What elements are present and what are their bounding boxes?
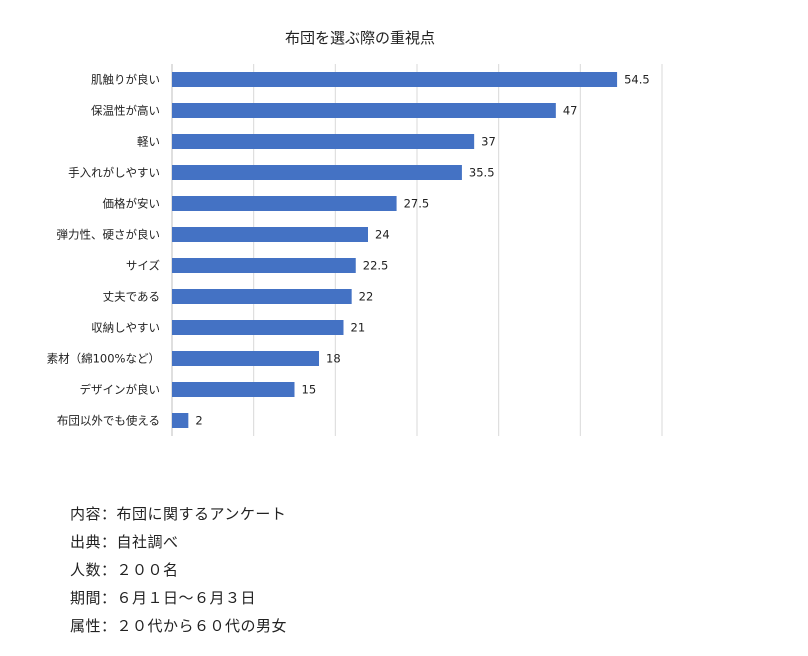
data-label: 21 — [351, 321, 366, 335]
note-period: 期間：６月１日～６月３日 — [70, 589, 257, 607]
bar — [172, 227, 368, 242]
note-content: 内容：布団に関するアンケート — [70, 505, 287, 523]
category-label: デザインが良い — [80, 383, 161, 397]
category-label: 弾力性、硬さが良い — [57, 228, 161, 242]
data-label: 54.5 — [624, 73, 650, 87]
data-label: 47 — [563, 104, 578, 118]
bar — [172, 196, 397, 211]
category-label: 軽い — [137, 135, 160, 149]
bar — [172, 289, 352, 304]
category-label: 素材（綿100%など） — [47, 352, 160, 366]
bar — [172, 103, 556, 118]
data-label: 37 — [481, 135, 496, 149]
bar — [172, 258, 356, 273]
category-label: 価格が安い — [103, 197, 161, 211]
bar — [172, 320, 344, 335]
data-label: 27.5 — [404, 197, 430, 211]
category-label: 肌触りが良い — [91, 73, 160, 87]
data-label: 2 — [195, 414, 202, 428]
note-source: 出典：自社調べ — [70, 533, 179, 551]
bar — [172, 72, 618, 87]
category-label: 保温性が高い — [91, 104, 160, 118]
data-label: 18 — [326, 352, 341, 366]
category-label: 丈夫である — [103, 290, 160, 304]
data-label: 35.5 — [469, 166, 495, 180]
category-label: サイズ — [126, 259, 160, 273]
chart-title: 布団を選ぶ際の重視点 — [284, 29, 435, 47]
bar — [172, 413, 189, 428]
labels: 肌触りが良い 54.5 保温性が高い 47 軽い 37 手入れがしやすい 35.5 価格が安い 2… — [47, 73, 650, 428]
data-label: 22.5 — [363, 259, 389, 273]
bar-chart: 肌触りが良い 54.5 保温性が高い 47 軽い 37 手入れがしやすい 35.5 価格が安い 2… — [47, 64, 663, 436]
bar — [172, 134, 475, 149]
note-demographics: 属性：２０代から６０代の男女 — [70, 617, 288, 635]
note-sample-size: 人数：２００名 — [70, 561, 179, 579]
bars — [172, 72, 618, 428]
data-label: 22 — [359, 290, 374, 304]
bar — [172, 165, 462, 180]
data-label: 24 — [375, 228, 390, 242]
bar — [172, 382, 295, 397]
bar — [172, 351, 319, 366]
category-label: 収納しやすい — [91, 321, 160, 335]
category-label: 布団以外でも使える — [57, 414, 160, 428]
gridlines — [171, 64, 663, 436]
category-label: 手入れがしやすい — [68, 166, 160, 180]
survey-notes: 内容：布団に関するアンケート 出典：自社調べ 人数：２００名 期間：６月１日～６… — [70, 500, 287, 640]
data-label: 15 — [302, 383, 317, 397]
